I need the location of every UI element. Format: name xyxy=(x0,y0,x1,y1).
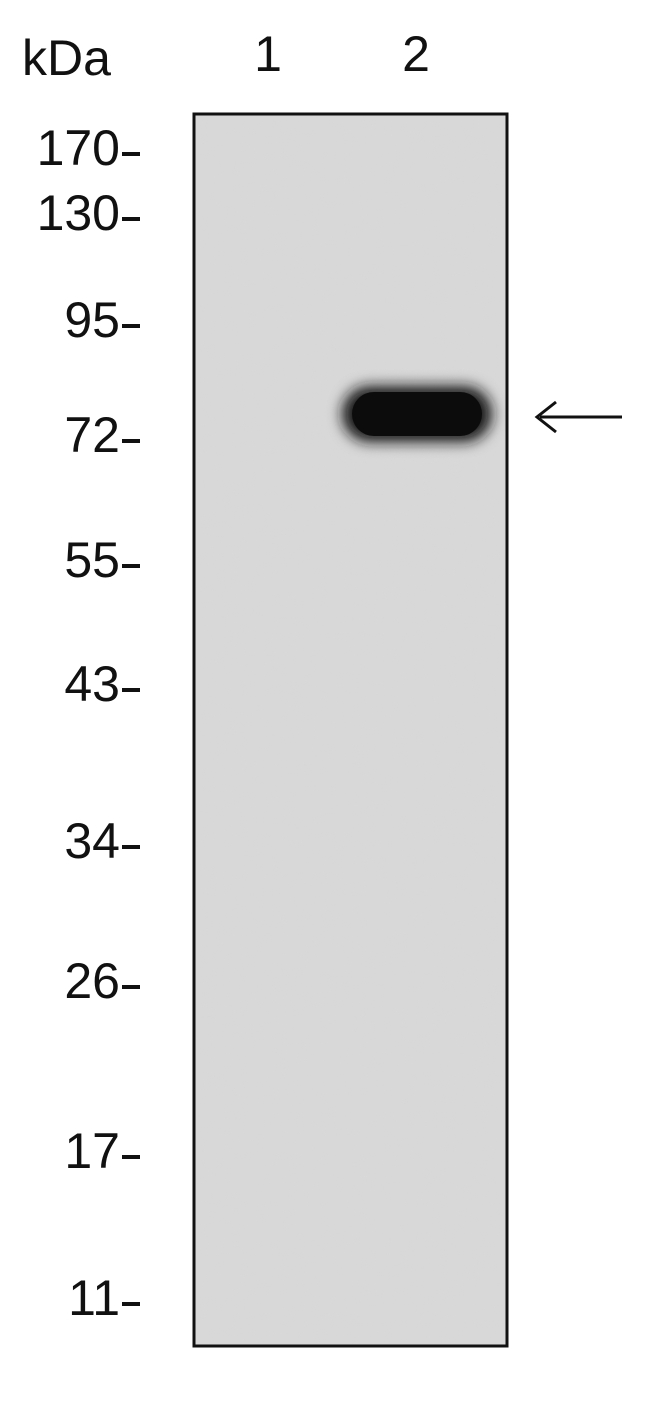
marker-label: 34 xyxy=(64,813,120,869)
membrane-texture xyxy=(196,116,505,1344)
arrow-head xyxy=(534,400,557,434)
protein-band-core xyxy=(352,392,482,436)
marker-label: 11 xyxy=(68,1270,120,1326)
marker-label: 17 xyxy=(64,1123,120,1179)
unit-label: kDa xyxy=(22,30,111,86)
marker-label: 43 xyxy=(64,656,120,712)
band-arrow xyxy=(534,400,622,434)
marker-label: 130 xyxy=(37,185,120,241)
marker-label: 55 xyxy=(64,532,120,588)
lane-label: 1 xyxy=(254,26,282,82)
marker-label: 26 xyxy=(64,953,120,1009)
lane-label: 2 xyxy=(402,26,430,82)
marker-label: 170 xyxy=(37,120,120,176)
marker-label: 95 xyxy=(64,292,120,348)
marker-label: 72 xyxy=(64,407,120,463)
